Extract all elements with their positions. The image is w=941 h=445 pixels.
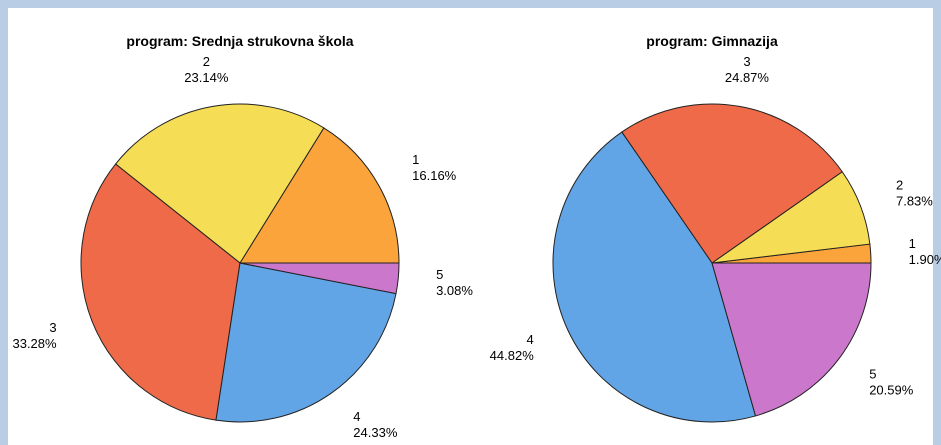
pie-slice [80, 163, 241, 421]
pie-slice [621, 103, 843, 264]
pie-slice [239, 262, 400, 295]
pie-slice [711, 262, 872, 417]
chart-title: program: Srednja strukovna škola [126, 33, 353, 49]
slice-label: 44.82% [490, 348, 535, 363]
slice-label: 1.90% [909, 252, 941, 267]
slice-label: 24.33% [353, 425, 398, 440]
slice-label: 7.83% [896, 194, 933, 209]
pie-slice [215, 262, 397, 423]
chart-title: program: Gimnazija [646, 33, 778, 49]
slice-category: 1 [909, 236, 916, 251]
slice-category: 3 [743, 54, 750, 69]
slice-category: 3 [49, 320, 56, 335]
slice-category: 4 [353, 409, 360, 424]
slice-category: 5 [869, 367, 876, 382]
slice-label: 20.59% [869, 383, 914, 398]
slice-label: 33.28% [12, 336, 57, 351]
pie-slice [239, 127, 400, 264]
pie-slice [114, 103, 325, 264]
slice-label: 24.87% [725, 70, 770, 85]
slice-category: 5 [436, 267, 443, 282]
pie-slice [552, 131, 757, 423]
slice-label: 3.08% [436, 283, 473, 298]
slice-category: 2 [896, 178, 903, 193]
slice-label: 23.14% [184, 70, 229, 85]
slice-category: 1 [412, 152, 419, 167]
slice-category: 2 [203, 54, 210, 69]
slice-category: 4 [527, 332, 534, 347]
slice-label: 16.16% [412, 168, 457, 183]
